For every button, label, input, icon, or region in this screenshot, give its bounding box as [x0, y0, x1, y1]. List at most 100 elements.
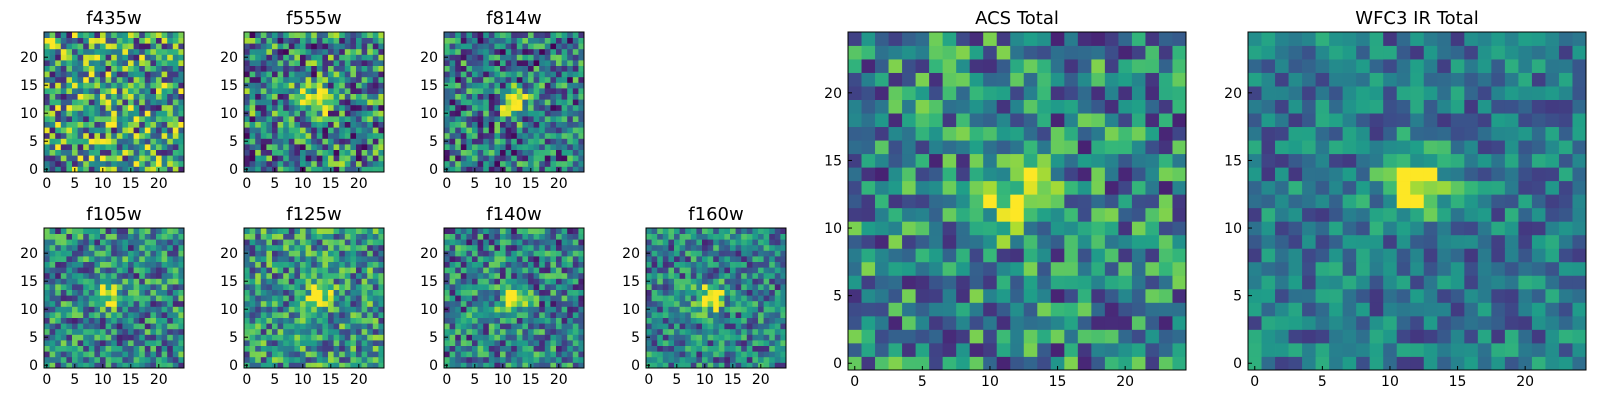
heatmap-cell: [249, 127, 256, 134]
heatmap-cell: [144, 166, 151, 173]
heatmap-cell: [122, 104, 129, 111]
heatmap-cell: [144, 239, 151, 246]
heatmap-cell: [72, 121, 78, 128]
heatmap-cell: [378, 71, 385, 78]
heatmap-cell: [848, 356, 862, 371]
heatmap-cell: [66, 351, 73, 358]
heatmap-cell: [567, 256, 574, 262]
heatmap-cell: [466, 116, 473, 122]
heatmap-cell: [167, 345, 174, 352]
heatmap-cell: [356, 155, 362, 162]
heatmap-cell: [1050, 126, 1065, 141]
heatmap-cell: [556, 110, 562, 117]
heatmap-cell: [249, 37, 256, 44]
heatmap-cell: [361, 127, 368, 134]
heatmap-cell: [578, 54, 585, 61]
heatmap-cell: [533, 256, 540, 262]
heatmap-cell: [511, 284, 518, 290]
heatmap-cell: [94, 82, 101, 89]
heatmap-cell: [300, 239, 306, 246]
y-tick-label: 0: [29, 162, 38, 178]
heatmap-cell: [105, 132, 112, 139]
heatmap-cell: [266, 267, 273, 274]
heatmap-cell: [662, 261, 669, 268]
heatmap-cell: [111, 244, 118, 251]
heatmap-cell: [702, 300, 708, 307]
heatmap-cell: [372, 110, 379, 117]
heatmap-cell: [77, 54, 84, 61]
heatmap-cell: [522, 278, 529, 285]
heatmap-cell: [333, 278, 340, 285]
heatmap-cell: [500, 340, 506, 346]
heatmap-cell: [763, 300, 770, 307]
heatmap-cell: [774, 317, 781, 324]
heatmap-cell: [942, 221, 957, 236]
heatmap-cell: [578, 60, 585, 66]
x-tick-label: 5: [70, 372, 79, 388]
heatmap-cell: [674, 328, 680, 335]
heatmap-cell: [455, 256, 462, 262]
heatmap-cell: [455, 104, 462, 111]
heatmap-cell: [77, 99, 84, 106]
heatmap-cell: [488, 104, 495, 111]
heatmap-cell: [316, 244, 323, 251]
heatmap-cell: [780, 345, 787, 352]
heatmap-cell: [578, 166, 585, 173]
heatmap-cell: [288, 104, 295, 111]
heatmap-cell: [260, 82, 267, 89]
heatmap-cell: [1172, 140, 1187, 155]
heatmap-cell: [316, 351, 323, 358]
heatmap-cell: [746, 228, 753, 234]
heatmap-cell: [500, 110, 506, 117]
heatmap-cell: [875, 113, 889, 128]
heatmap-cell: [500, 306, 506, 313]
heatmap-cell: [60, 351, 67, 358]
heatmap-cell: [763, 323, 770, 330]
y-tick-label: 10: [622, 302, 640, 318]
heatmap-cell: [735, 233, 742, 240]
heatmap-cell: [758, 323, 764, 330]
heatmap-cell: [288, 132, 295, 139]
heatmap-cell: [449, 116, 456, 122]
heatmap-cell: [44, 32, 50, 38]
heatmap-cell: [942, 194, 957, 209]
heatmap-cell: [724, 334, 731, 341]
heatmap-cell: [578, 340, 585, 346]
heatmap-cell: [572, 127, 579, 134]
heatmap-cell: [83, 295, 90, 302]
heatmap-cell: [77, 60, 84, 66]
heatmap-cell: [696, 295, 703, 302]
heatmap-cell: [500, 127, 506, 134]
heatmap-cell: [88, 104, 95, 111]
heatmap-cell: [72, 93, 78, 100]
heatmap-cell: [466, 110, 473, 117]
heatmap-cell: [133, 334, 140, 341]
heatmap-cell: [769, 284, 776, 290]
heatmap-cell: [378, 295, 385, 302]
heatmap-cell: [161, 272, 168, 279]
heatmap-cell: [122, 32, 129, 38]
heatmap-cell: [449, 244, 456, 251]
heatmap-cell: [902, 342, 916, 357]
heatmap-cell: [156, 76, 162, 83]
heatmap-cell: [105, 233, 112, 240]
heatmap-cell: [646, 351, 652, 358]
heatmap-cell: [372, 104, 379, 111]
heatmap-cell: [178, 127, 185, 134]
heatmap-cell: [294, 228, 301, 234]
heatmap-cell: [260, 300, 267, 307]
heatmap-cell: [294, 233, 301, 240]
heatmap-cell: [578, 37, 585, 44]
heatmap-cell: [888, 302, 903, 317]
heatmap-cell: [322, 356, 329, 363]
heatmap-cell: [283, 362, 290, 369]
heatmap-cell: [178, 149, 185, 156]
heatmap-cell: [702, 306, 708, 313]
heatmap-cell: [44, 71, 50, 78]
y-tick-label: 20: [220, 50, 238, 66]
panel-title: f435w: [86, 8, 141, 29]
heatmap-cell: [769, 244, 776, 251]
heatmap-cell: [260, 233, 267, 240]
heatmap-cell: [100, 272, 106, 279]
